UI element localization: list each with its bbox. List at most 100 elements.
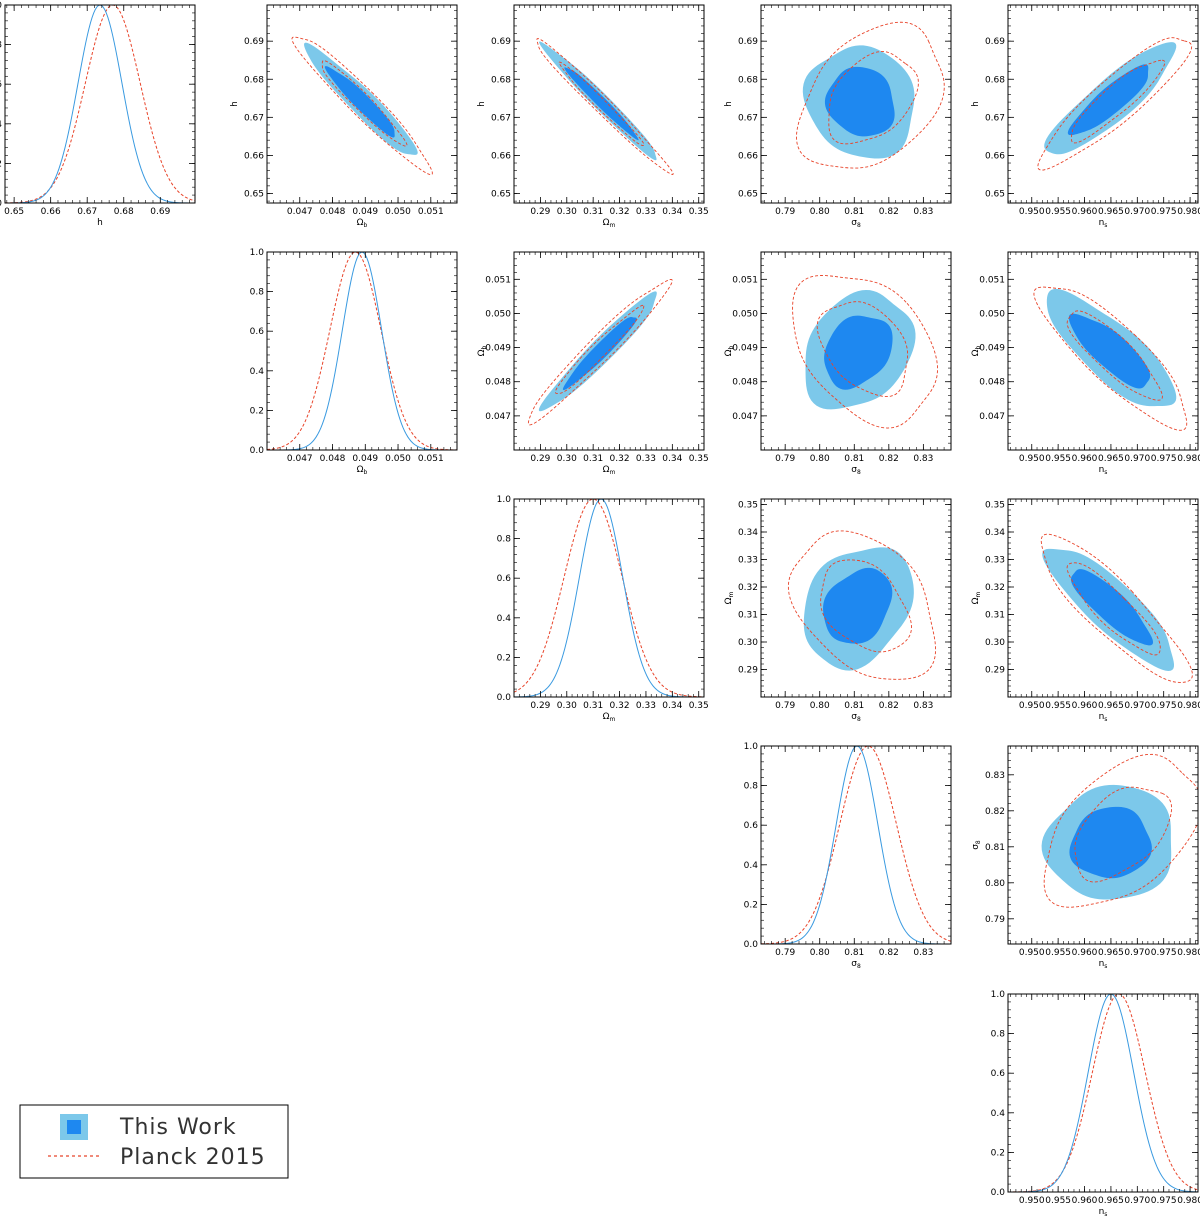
y-tick-label: 0.0 <box>497 693 512 703</box>
x-tick-label: 0.81 <box>844 948 864 958</box>
x-tick-label: 0.980 <box>1177 1196 1200 1206</box>
x-tick-label: 0.950 <box>1019 207 1045 217</box>
y-tick-label: 0.83 <box>985 771 1005 781</box>
planck-95-contour <box>787 530 937 680</box>
this-work-marginal-curve <box>5 5 195 203</box>
y-tick-label: 0.80 <box>985 879 1005 889</box>
x-tick-label: 0.980 <box>1177 454 1200 464</box>
x-tick-label: 0.80 <box>810 454 830 464</box>
y-tick-label: 0.29 <box>985 666 1005 676</box>
y-tick-label: 0.051 <box>485 275 511 285</box>
x-tick-label: 0.33 <box>636 701 656 711</box>
y-tick-label: 0.051 <box>732 275 758 285</box>
legend: This Work Planck 2015 <box>19 1104 289 1179</box>
y-tick-label: 0.66 <box>244 151 264 161</box>
x-tick-label: 0.955 <box>1045 948 1071 958</box>
x-axis-label: Ωm <box>603 218 616 229</box>
x-tick-label: 0.051 <box>418 454 444 464</box>
y-tick-label: 0.047 <box>485 412 511 422</box>
x-tick-label: 0.965 <box>1098 1196 1124 1206</box>
joint-panel-h-vs-ob: 0.047 0.048 0.049 0.050 0.051 0.65 0.66 0.67 0.6… <box>230 4 458 229</box>
y-tick-label: 0.4 <box>250 367 265 377</box>
planck-marginal-curve <box>514 499 704 697</box>
x-axis-label: σ8 <box>851 465 861 476</box>
y-axis-label: h <box>230 101 240 107</box>
marginal-panel-s8: 0.79 0.80 0.81 0.82 0.83 0.0 0.2 0.4 0.6 0.8 1.0 σ8 <box>744 742 952 970</box>
x-tick-label: 0.975 <box>1151 454 1177 464</box>
y-tick-label: 0.67 <box>244 113 264 123</box>
planck-68-contour <box>816 301 909 398</box>
y-tick-label: 0.2 <box>0 159 2 169</box>
marginal-s8-frame <box>760 745 952 945</box>
this-work-68-contour <box>1069 806 1152 879</box>
y-tick-label: 0.68 <box>738 75 758 85</box>
marginal-panel-h: 0.65 0.66 0.67 0.68 0.69 0.0 0.2 0.4 0.6 0.8 1.0 h <box>0 1 196 228</box>
x-axis-label: ns <box>1099 465 1108 476</box>
y-tick-label: 0.68 <box>985 75 1005 85</box>
x-tick-label: 0.965 <box>1098 948 1124 958</box>
y-tick-label: 0.6 <box>0 80 2 90</box>
x-axis-label: σ8 <box>851 959 861 970</box>
this-work-68-contour <box>824 315 893 390</box>
y-tick-label: 0.8 <box>250 288 265 298</box>
y-tick-label: 0.050 <box>732 309 758 319</box>
y-tick-label: 0.81 <box>985 843 1005 853</box>
y-tick-label: 0.65 <box>985 189 1005 199</box>
x-tick-label: 0.970 <box>1124 948 1150 958</box>
y-axis-label: h <box>971 101 981 107</box>
x-tick-label: 0.047 <box>287 207 313 217</box>
y-tick-label: 0.049 <box>485 344 511 354</box>
x-tick-label: 0.67 <box>77 207 97 217</box>
planck-marginal-curve <box>761 746 951 944</box>
x-tick-label: 0.30 <box>557 701 577 711</box>
planck-95-contour <box>536 38 674 175</box>
x-tick-label: 0.950 <box>1019 948 1045 958</box>
x-tick-label: 0.950 <box>1019 454 1045 464</box>
x-tick-label: 0.30 <box>557 207 577 217</box>
y-tick-label: 0.4 <box>744 861 759 871</box>
x-tick-label: 0.29 <box>530 207 550 217</box>
x-tick-label: 0.69 <box>150 207 170 217</box>
y-tick-label: 0.67 <box>985 113 1005 123</box>
x-tick-label: 0.31 <box>583 207 603 217</box>
y-tick-label: 0.0 <box>250 446 265 456</box>
x-axis-label: ns <box>1099 1207 1108 1218</box>
this-work-68-contour <box>824 66 895 137</box>
x-tick-label: 0.81 <box>844 454 864 464</box>
x-tick-label: 0.79 <box>775 948 795 958</box>
x-tick-label: 0.965 <box>1098 701 1124 711</box>
y-tick-label: 0.048 <box>979 378 1005 388</box>
x-tick-label: 0.65 <box>4 207 24 217</box>
x-tick-label: 0.80 <box>810 207 830 217</box>
y-tick-label: 0.047 <box>979 412 1005 422</box>
x-tick-label: 0.35 <box>689 701 709 711</box>
planck-95-contour <box>1033 286 1188 431</box>
x-axis-label: Ωb <box>357 465 368 476</box>
y-axis-label: σ8 <box>971 840 982 850</box>
y-tick-label: 0.2 <box>497 653 511 663</box>
y-tick-label: 0.32 <box>985 583 1005 593</box>
marginal-panel-om: 0.29 0.30 0.31 0.32 0.33 0.34 0.35 0.0 0.2 0.4 0.6… <box>497 495 709 723</box>
x-tick-label: 0.33 <box>636 454 656 464</box>
y-tick-label: 0.82 <box>985 807 1005 817</box>
x-tick-label: 0.050 <box>385 454 411 464</box>
this-work-68-contour <box>1070 569 1154 646</box>
y-tick-label: 0.2 <box>744 900 758 910</box>
x-tick-label: 0.047 <box>287 454 313 464</box>
x-tick-label: 0.80 <box>810 948 830 958</box>
x-tick-label: 0.960 <box>1072 948 1098 958</box>
x-tick-label: 0.960 <box>1072 454 1098 464</box>
x-tick-label: 0.975 <box>1151 1196 1177 1206</box>
joint-panel-h-vs-om: 0.29 0.30 0.31 0.32 0.33 0.34 0.35 0.65 0.66 0.67… <box>477 4 709 229</box>
y-tick-label: 0.0 <box>991 1188 1006 1198</box>
x-tick-label: 0.960 <box>1072 701 1098 711</box>
y-tick-label: 0.31 <box>985 611 1005 621</box>
y-tick-label: 0.2 <box>991 1148 1005 1158</box>
marginal-h-frame <box>4 4 196 204</box>
x-tick-label: 0.35 <box>689 454 709 464</box>
x-tick-label: 0.960 <box>1072 207 1098 217</box>
x-tick-label: 0.049 <box>352 454 378 464</box>
x-tick-label: 0.32 <box>610 454 630 464</box>
